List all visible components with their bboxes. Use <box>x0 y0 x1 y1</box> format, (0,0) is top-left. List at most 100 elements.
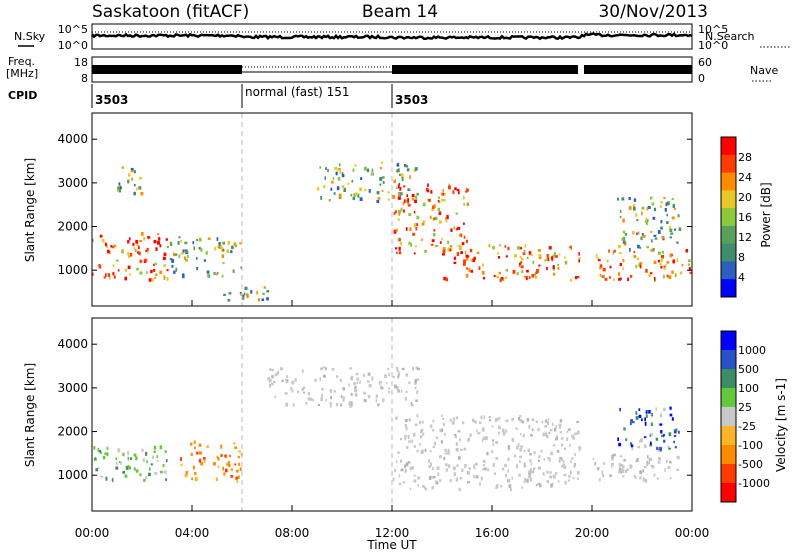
echo-cell <box>396 386 399 390</box>
echo-cell <box>309 397 313 401</box>
echo-cell <box>470 269 473 273</box>
velocity-cbar-tick: -100 <box>738 439 763 452</box>
echo-cell <box>130 167 134 172</box>
echo-cell <box>449 418 452 422</box>
echo-cell <box>569 470 572 475</box>
echo-cell <box>675 428 678 432</box>
echo-cell <box>385 382 388 385</box>
echo-cell <box>347 182 350 185</box>
echo-cell <box>469 248 473 253</box>
echo-cell <box>407 435 410 439</box>
echo-cell <box>424 448 427 452</box>
echo-cell <box>558 253 561 256</box>
echo-cell <box>570 245 572 250</box>
echo-cell <box>291 389 294 393</box>
echo-cell <box>546 470 549 474</box>
echo-cell <box>672 204 675 208</box>
echo-cell <box>599 264 603 268</box>
echo-cell <box>518 417 521 421</box>
echo-cell <box>266 297 269 301</box>
echo-cell <box>651 202 655 206</box>
echo-cell <box>354 164 357 167</box>
echo-cell <box>139 473 142 477</box>
echo-cell <box>602 474 605 478</box>
echo-cell <box>427 183 429 187</box>
echo-cell <box>646 460 649 464</box>
echo-cell <box>398 182 401 186</box>
echo-cell <box>163 275 166 280</box>
echo-cell <box>453 226 456 230</box>
echo-cell <box>651 413 653 417</box>
echo-cell <box>464 463 467 468</box>
echo-cell <box>670 232 674 235</box>
echo-cell <box>338 163 341 167</box>
echo-cell <box>152 455 155 459</box>
echo-cell <box>224 454 227 458</box>
echo-cell <box>502 431 506 436</box>
echo-cell <box>133 184 136 187</box>
echo-cell <box>397 196 401 200</box>
echo-cell <box>93 446 96 450</box>
echo-cell <box>421 449 424 453</box>
echo-cell <box>350 193 353 197</box>
echo-cell <box>650 249 654 252</box>
echo-cell <box>526 478 529 483</box>
echo-cell <box>636 257 640 260</box>
echo-cell <box>337 168 340 171</box>
echo-cell <box>560 437 564 440</box>
echo-cell <box>552 474 556 479</box>
echo-cell <box>319 166 321 169</box>
echo-cell <box>465 254 468 258</box>
echo-cell <box>442 249 446 253</box>
nave-tick-low: 0 <box>698 72 705 85</box>
echo-cell <box>569 278 573 282</box>
echo-cell <box>463 447 467 451</box>
echo-cell <box>149 467 151 471</box>
echo-cell <box>472 258 476 263</box>
echo-cell <box>545 258 549 261</box>
echo-cell <box>166 269 169 272</box>
echo-cell <box>401 177 404 181</box>
cpid-label: CPID <box>8 89 37 102</box>
echo-cell <box>636 232 638 236</box>
echo-cell <box>461 468 464 472</box>
echo-cell <box>413 445 416 448</box>
echo-cell <box>401 367 405 370</box>
freq-label: Freq. <box>8 55 35 68</box>
echo-cell <box>569 444 571 448</box>
echo-cell <box>439 241 442 244</box>
echo-cell <box>459 477 463 480</box>
noise-panel: N.Sky N.Search 10^5 10^0 10^5 10^0 <box>14 23 790 52</box>
echo-cell <box>426 187 429 191</box>
echo-cell <box>644 421 647 426</box>
echo-cell <box>150 463 153 466</box>
echo-cell <box>660 430 663 434</box>
echo-cell <box>650 196 653 200</box>
freq-band-3 <box>584 65 692 74</box>
echo-cell <box>216 237 219 241</box>
echo-cell <box>448 248 451 252</box>
echo-cell <box>158 237 161 241</box>
echo-cell <box>491 449 494 454</box>
echo-cell <box>442 247 446 250</box>
freq-band-2 <box>392 65 578 74</box>
echo-cell <box>426 189 430 193</box>
echo-cell <box>444 448 447 452</box>
echo-cell <box>106 452 109 457</box>
echo-cell <box>655 407 658 411</box>
echo-cell <box>464 250 467 255</box>
echo-cell <box>538 255 542 260</box>
noise-tick-low-left: 10^0 <box>58 39 88 52</box>
echo-cell <box>519 262 522 267</box>
echo-cell <box>207 237 211 240</box>
echo-cell <box>555 255 558 258</box>
echo-cell <box>218 242 221 246</box>
echo-cell <box>353 193 357 197</box>
echo-cell <box>525 276 528 281</box>
echo-cell <box>472 418 474 422</box>
echo-cell <box>133 191 136 196</box>
echo-cell <box>329 389 333 393</box>
echo-cell <box>504 245 507 248</box>
echo-cell <box>444 452 448 455</box>
echo-cell <box>482 468 485 471</box>
